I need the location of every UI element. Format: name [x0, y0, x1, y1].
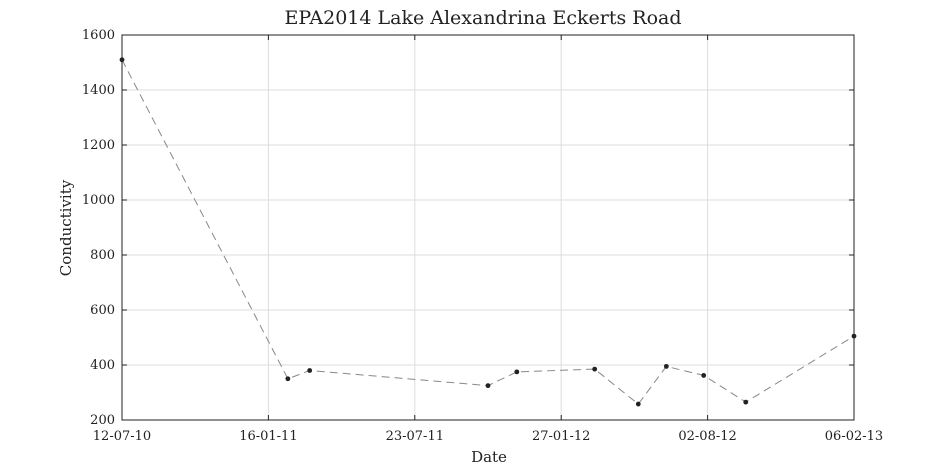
x-tick-label: 02-08-12 [678, 429, 736, 444]
data-point [851, 333, 857, 339]
x-tick-label: 27-01-12 [532, 429, 590, 444]
data-point [119, 57, 125, 63]
x-tick-label: 23-07-11 [386, 429, 444, 444]
y-tick-label: 200 [90, 413, 115, 428]
y-axis-label: Conductivity [57, 179, 75, 276]
chart-title: EPA2014 Lake Alexandrina Eckerts Road [284, 7, 681, 29]
y-tick-label: 600 [90, 303, 115, 318]
plot-frame [121, 34, 855, 421]
data-point [663, 363, 669, 369]
x-axis: 12-07-10 16-01-11 23-07-11 27-01-12 02-08-12… [93, 35, 883, 444]
y-tick-label: 1000 [82, 193, 115, 208]
data-point [592, 366, 598, 372]
y-tick-label: 1600 [82, 28, 115, 43]
data-point [514, 369, 520, 375]
series-line [121, 59, 855, 405]
x-tick-label: 12-07-10 [93, 429, 151, 444]
y-tick-label: 1400 [82, 83, 115, 98]
x-tick-label: 16-01-11 [239, 429, 297, 444]
y-tick-label: 400 [90, 358, 115, 373]
x-tick-label: 06-02-13 [825, 429, 883, 444]
data-point [743, 399, 749, 405]
data-point [701, 373, 707, 378]
y-tick-label: 800 [90, 248, 115, 263]
y-tick-label: 1200 [82, 138, 115, 153]
data-point [285, 376, 291, 382]
grid-lines [121, 34, 855, 421]
y-axis: 200 400 600 800 1000 1200 1400 1600 [82, 28, 854, 428]
data-point [307, 368, 313, 373]
data-series [119, 57, 857, 407]
data-point [485, 383, 491, 389]
data-point [635, 401, 641, 407]
x-axis-label: Date [471, 448, 507, 466]
